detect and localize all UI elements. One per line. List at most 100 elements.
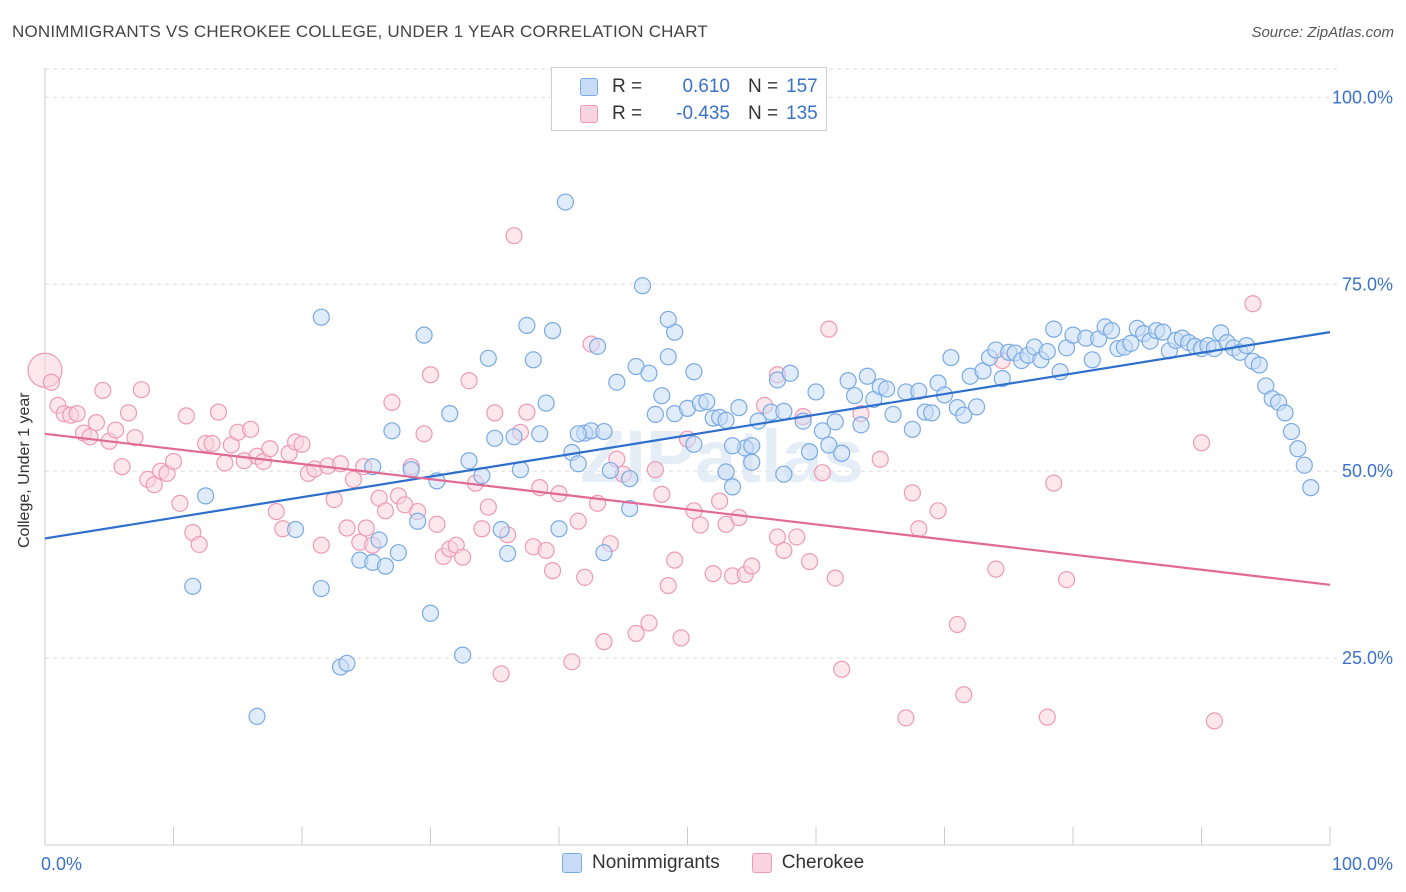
data-point <box>685 435 703 453</box>
data-point <box>518 403 536 421</box>
data-point <box>653 387 671 405</box>
data-point <box>87 413 106 432</box>
data-point <box>454 646 472 664</box>
data-point <box>203 434 221 453</box>
data-point <box>807 383 825 401</box>
data-point <box>1192 434 1211 452</box>
data-point <box>42 373 61 391</box>
data-point <box>723 437 742 455</box>
data-point <box>627 624 645 643</box>
legend-item-nonimmigrants: Nonimmigrants <box>562 852 720 874</box>
data-point <box>550 520 568 538</box>
data-point <box>209 403 228 421</box>
data-point <box>556 193 575 211</box>
data-point <box>479 349 497 367</box>
data-point <box>132 381 150 399</box>
data-point <box>492 520 510 539</box>
data-point <box>543 322 562 340</box>
data-point <box>691 516 709 534</box>
data-point <box>415 326 433 344</box>
data-point <box>711 492 729 510</box>
data-point <box>370 531 388 549</box>
data-point <box>293 435 311 453</box>
data-point <box>878 380 896 398</box>
data-point <box>845 387 864 405</box>
data-point <box>730 399 748 417</box>
data-point <box>190 535 208 554</box>
data-point <box>852 416 870 434</box>
data-point <box>267 502 285 521</box>
nonimmigrants-points <box>184 193 1320 726</box>
data-point <box>595 633 613 651</box>
data-point <box>113 458 131 476</box>
data-point <box>486 404 504 422</box>
data-point <box>376 502 395 520</box>
data-point <box>826 413 844 431</box>
legend-swatch-pink <box>580 105 598 123</box>
data-point <box>1295 456 1313 474</box>
data-point <box>903 420 921 438</box>
data-point <box>1250 356 1268 374</box>
x-tick-label: 0.0% <box>41 854 82 874</box>
data-point <box>1205 712 1223 730</box>
legend-row-nonimmigrants: R = 0.610 N = 157 <box>580 75 818 99</box>
data-point <box>993 369 1011 388</box>
data-point <box>968 398 986 416</box>
data-point <box>460 372 478 390</box>
data-point <box>1045 474 1063 492</box>
data-point <box>421 604 440 622</box>
data-point <box>704 565 722 583</box>
data-point <box>858 367 877 385</box>
data-point <box>441 405 459 423</box>
data-point <box>1045 320 1063 338</box>
legend-r-value: -0.435 <box>676 103 730 124</box>
data-point <box>197 487 215 505</box>
data-point <box>107 421 125 439</box>
axes <box>44 68 1331 846</box>
data-point <box>383 422 401 440</box>
data-point <box>563 653 581 671</box>
data-point <box>833 444 851 462</box>
data-point <box>486 429 504 447</box>
data-point <box>409 512 427 530</box>
data-point <box>601 461 620 480</box>
data-point <box>312 536 330 554</box>
legend-label: Cherokee <box>781 852 865 873</box>
data-point <box>126 428 144 447</box>
chart-title: NONIMMIGRANTS VS CHEROKEE COLLEGE, UNDER… <box>12 22 708 41</box>
legend-r-label: R = <box>612 76 643 97</box>
data-point <box>800 443 819 461</box>
data-point <box>955 406 973 424</box>
data-point <box>743 437 761 455</box>
series-legend: Nonimmigrants Cherokee <box>562 852 896 874</box>
data-point <box>929 502 947 520</box>
legend-label: Nonimmigrants <box>592 852 720 873</box>
data-point <box>364 458 382 476</box>
legend-row-cherokee: R = -0.435 N = 135 <box>580 102 818 126</box>
data-point <box>672 629 690 647</box>
data-point <box>312 579 330 598</box>
data-point <box>659 576 677 595</box>
data-point <box>826 569 844 587</box>
data-point <box>646 461 664 479</box>
data-point <box>543 562 562 580</box>
y-tick-label: 100.0% <box>1332 87 1393 107</box>
data-point <box>659 310 677 329</box>
data-point <box>242 420 260 438</box>
correlation-legend: R = 0.610 N = 157 R = -0.435 N = 135 <box>551 67 827 131</box>
data-point <box>717 463 735 481</box>
data-point <box>338 519 356 537</box>
data-point <box>479 498 497 516</box>
data-point <box>428 515 446 533</box>
data-point <box>505 428 523 446</box>
data-point <box>910 520 928 538</box>
legend-swatch-blue <box>562 853 582 873</box>
data-point <box>1122 334 1140 352</box>
data-point <box>717 411 735 429</box>
data-point <box>286 520 305 539</box>
data-point <box>833 660 851 678</box>
data-point <box>1057 570 1076 589</box>
data-point <box>454 548 472 566</box>
data-point <box>923 404 941 422</box>
